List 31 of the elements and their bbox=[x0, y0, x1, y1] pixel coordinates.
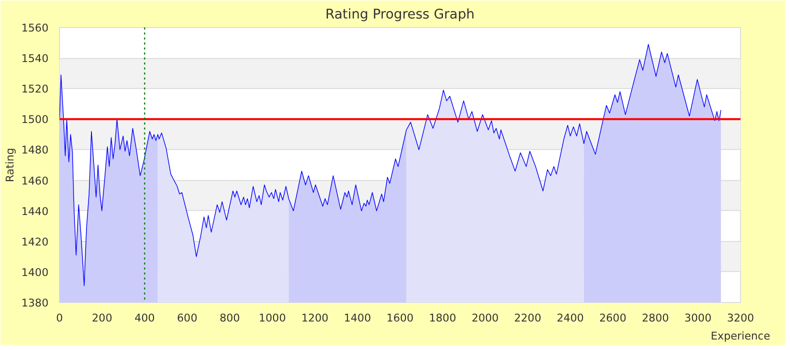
x-tick-label: 3000 bbox=[684, 312, 712, 324]
y-tick-label: 1380 bbox=[21, 296, 49, 310]
x-tick-label: 1600 bbox=[386, 312, 414, 324]
y-tick-label: 1460 bbox=[21, 174, 49, 188]
x-axis-title: Experience bbox=[710, 330, 770, 342]
x-tick-label: 2400 bbox=[556, 312, 584, 324]
y-axis-title: Rating bbox=[3, 148, 16, 182]
x-tick-label: 0 bbox=[56, 312, 64, 324]
line-series bbox=[60, 44, 722, 286]
x-tick-label: 400 bbox=[134, 312, 156, 324]
x-tick-label: 1800 bbox=[429, 312, 456, 324]
x-tick-label: 1200 bbox=[301, 312, 329, 324]
y-tick-label: 1440 bbox=[21, 204, 49, 218]
x-tick-label: 2200 bbox=[514, 312, 542, 324]
x-tick-label: 200 bbox=[92, 312, 112, 324]
x-tick-label: 2800 bbox=[642, 312, 670, 324]
x-tick-label: 2000 bbox=[472, 312, 499, 324]
y-tick-label: 1420 bbox=[21, 235, 49, 248]
y-tick-label: 1500 bbox=[21, 113, 49, 126]
y-tick-label: 1520 bbox=[21, 82, 49, 96]
x-tick-label: 2600 bbox=[599, 312, 627, 324]
y-tick-label: 1400 bbox=[21, 266, 49, 279]
chart-title: Rating Progress Graph bbox=[325, 8, 475, 22]
x-tick-label: 600 bbox=[177, 312, 198, 324]
y-tick-label: 1480 bbox=[21, 144, 49, 157]
x-tick-label: 1000 bbox=[258, 312, 286, 324]
y-tick-label: 1560 bbox=[21, 22, 49, 34]
y-tick-label: 1540 bbox=[21, 52, 49, 66]
x-tick-label: 3200 bbox=[726, 312, 754, 324]
x-tick-label: 800 bbox=[220, 312, 240, 324]
x-tick-label: 1400 bbox=[344, 312, 372, 324]
